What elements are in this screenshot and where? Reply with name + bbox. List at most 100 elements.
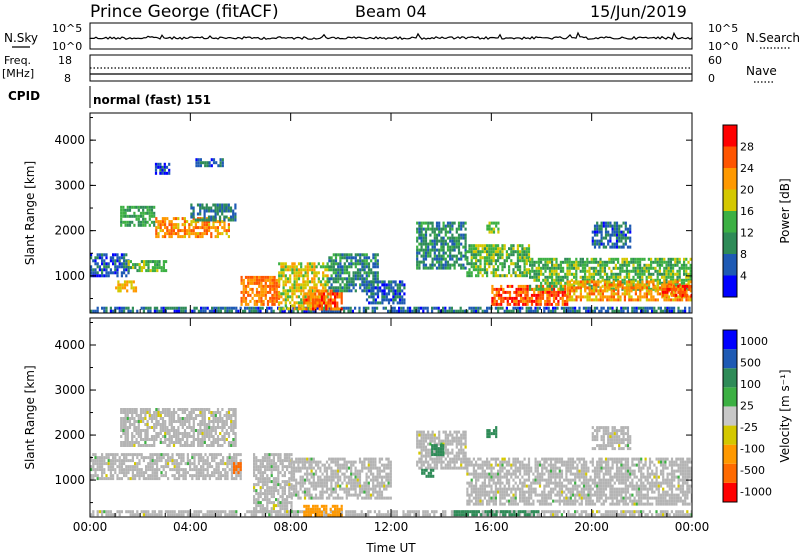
power-colorbar-seg-4: [723, 189, 737, 211]
nave-tick-bottom: 0: [708, 72, 715, 85]
velocity-region-6: [303, 504, 343, 517]
velocity-region-1: [90, 453, 242, 481]
power-region-20: [195, 158, 224, 168]
velocity-region-9: [421, 468, 435, 478]
station-title: Prince George (fitACF): [90, 2, 279, 22]
velocity-region-3: [233, 462, 242, 475]
nsearch-label: N.Search: [746, 31, 800, 45]
power-colorbar-seg-3: [723, 211, 737, 233]
velocity-region-5: [290, 457, 392, 500]
power-ytick-label-2: 3000: [54, 178, 85, 192]
x-axis-label: Time UT: [365, 541, 416, 554]
velocity-xtick-label-6: 00:00: [675, 520, 710, 534]
nsky-trace: [89, 31, 693, 41]
velocity-xtick-label-5: 20:00: [574, 520, 609, 534]
power-colorbar-seg-7: [723, 125, 737, 147]
freq-tick-top: 18: [58, 54, 72, 67]
beam-title: Beam 04: [355, 2, 427, 21]
power-region-10: [328, 253, 379, 293]
velocity-xtick-label-2: 08:00: [273, 520, 308, 534]
velocity-ylabel: Slant Range [km]: [23, 365, 37, 469]
power-colorbar-title: Power [dB]: [778, 178, 792, 243]
velocity-ytick-label-2: 3000: [54, 383, 85, 397]
nsearch-tick-bottom: 10^0: [708, 40, 738, 53]
velocity-colorbar-label-5: -100: [740, 442, 765, 455]
power-colorbar-seg-0: [723, 275, 737, 297]
power-region-13: [466, 244, 531, 278]
power-region-9: [303, 289, 343, 311]
power-colorbar-label-3: 16: [740, 205, 754, 218]
power-colorbar-label-4: 20: [740, 184, 754, 197]
velocity-colorbar-title: Velocity [m s⁻¹]: [778, 369, 792, 462]
power-region-3: [127, 260, 168, 273]
velocity-colorbar-label-2: 100: [740, 378, 761, 391]
velocity-colorbar-seg-8: [723, 330, 737, 350]
velocity-colorbar-label-4: -25: [740, 421, 758, 434]
velocity-colorbar-seg-7: [723, 349, 737, 369]
velocity-xtick-label-1: 04:00: [173, 520, 208, 534]
freq-label: Freq.: [4, 54, 31, 67]
velocity-xtick-label-0: 00:00: [73, 520, 108, 534]
nsky-tick-top: 10^5: [52, 22, 82, 35]
velocity-colorbar-seg-6: [723, 368, 737, 388]
power-region-11: [365, 280, 406, 305]
power-ytick-label-0: 1000: [54, 269, 85, 283]
power-colorbar-seg-2: [723, 232, 737, 254]
velocity-region-13: [591, 426, 632, 451]
velocity-ytick-label-0: 1000: [54, 473, 85, 487]
power-region-16: [529, 257, 692, 291]
velocity-xtick-label-3: 12:00: [374, 520, 409, 534]
velocity-colorbar-frame: [722, 329, 738, 503]
power-plot: 1000 2000 3000 4000 Slant Range [km] 4 8 12 16 20…: [23, 112, 792, 314]
power-colorbar-label-5: 24: [740, 162, 754, 175]
power-region-21: [154, 162, 171, 175]
power-ytick-label-1: 2000: [54, 224, 85, 238]
velocity-colorbar-label-6: -500: [740, 464, 765, 477]
velocity-colorbar-seg-3: [723, 425, 737, 445]
power-region-4: [120, 205, 156, 227]
power-colorbar-seg-6: [723, 146, 737, 168]
power-colorbar-label-2: 12: [740, 227, 754, 240]
power-colorbar-label-6: 28: [740, 141, 754, 154]
velocity-colorbar-seg-5: [723, 387, 737, 407]
velocity-plot: 1000 2000 3000 4000 00:00 04:00 08:00 12:00 16:0…: [23, 317, 792, 534]
power-ytick-label-3: 4000: [54, 133, 85, 147]
velocity-colorbar-seg-2: [723, 444, 737, 464]
velocity-colorbar-seg-1: [723, 463, 737, 483]
cpid-value: normal (fast) 151: [93, 93, 211, 107]
nave-tick-top: 60: [708, 54, 722, 67]
power-region-19: [591, 221, 632, 249]
cpid-label: CPID: [8, 89, 40, 103]
velocity-region-8: [431, 444, 445, 457]
power-region-1: [90, 253, 130, 278]
velocity-colorbar-seg-0: [723, 482, 737, 502]
nsky-panel: [89, 22, 693, 50]
velocity-region-4: [253, 453, 293, 514]
power-region-12: [416, 221, 467, 270]
velocity-colorbar-label-7: -1000: [740, 485, 772, 498]
velocity-region-7: [416, 430, 467, 470]
power-region-18: [661, 284, 692, 297]
velocity-colorbar-seg-4: [723, 406, 737, 426]
nsky-tick-bottom: 10^0: [52, 40, 82, 53]
nsearch-tick-top: 10^5: [708, 22, 738, 35]
velocity-region-11: [466, 457, 692, 506]
nsky-label: N.Sky: [4, 31, 38, 45]
nave-label: Nave: [746, 64, 777, 78]
power-cells: [90, 158, 692, 313]
power-colorbar-seg-5: [723, 168, 737, 190]
velocity-cells: [90, 408, 692, 517]
power-region-5: [155, 217, 230, 239]
power-region-6: [190, 203, 237, 222]
velocity-ytick-label-3: 4000: [54, 338, 85, 352]
velocity-colorbar-label-3: 25: [740, 399, 754, 412]
power-colorbar-label-0: 4: [740, 270, 747, 283]
power-region-0: [90, 306, 691, 313]
velocity-xtick-label-4: 16:00: [474, 520, 509, 534]
power-region-2: [115, 280, 138, 293]
velocity-region-10: [486, 426, 498, 439]
power-ylabel: Slant Range [km]: [23, 161, 37, 265]
velocity-region-2: [120, 408, 237, 447]
power-colorbar-seg-1: [723, 254, 737, 276]
